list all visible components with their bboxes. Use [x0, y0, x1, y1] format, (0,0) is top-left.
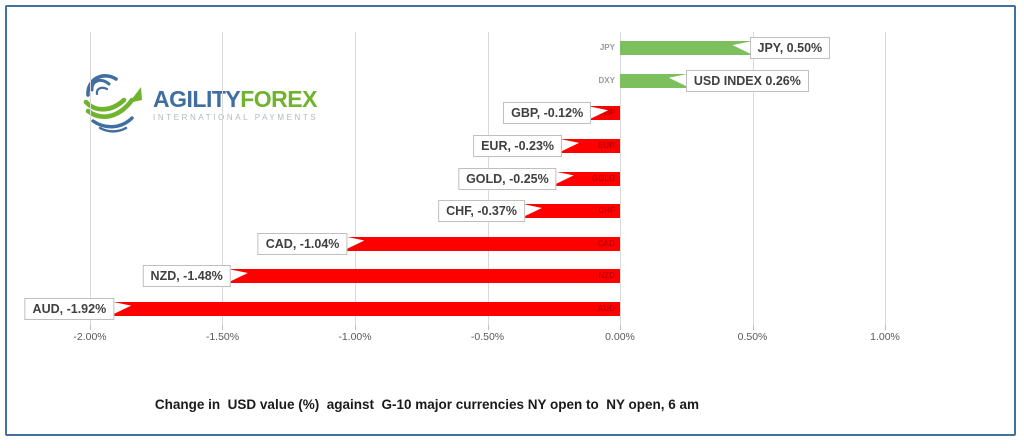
category-axis-label: EUR: [598, 140, 615, 150]
category-axis-label: CHF: [598, 206, 615, 216]
x-tick-label: -1.00%: [338, 331, 372, 343]
category-axis-label: AUD: [597, 303, 615, 313]
x-tick-label: -0.50%: [470, 331, 505, 343]
data-label-aud: AUD, -1.92%: [24, 297, 115, 320]
x-axis: -2.00% -1.50% -1.00% -0.50% 0.00% 0.50% 1.00%: [73, 331, 900, 347]
axis-tick: [752, 325, 754, 330]
category-axis-label: NZD: [598, 271, 615, 281]
brand-agility: AGILITY: [153, 86, 241, 112]
agilityforex-globe-arrow-icon: [79, 69, 149, 140]
chart-title: Change in USD value (%) against G-10 maj…: [154, 397, 700, 412]
chart-frame: AGILITYFOREX INTERNATIONAL PAYMENTS JPY J…: [5, 5, 1016, 436]
data-label-gbp: GBP, -0.12%: [503, 102, 592, 125]
data-label-gold: GOLD, -0.25%: [458, 167, 557, 190]
x-tick-label: 1.00%: [870, 331, 900, 343]
agilityforex-logo: AGILITYFOREX INTERNATIONAL PAYMENTS: [79, 69, 318, 140]
axis-tick: [885, 325, 886, 330]
brand-tagline: INTERNATIONAL PAYMENTS: [153, 113, 319, 122]
x-tick-label: -1.50%: [205, 331, 240, 343]
axis-tick: [90, 325, 91, 330]
gridline: [222, 32, 224, 325]
gridline: [619, 32, 621, 325]
gridline: [752, 32, 754, 325]
axis-tick: [487, 325, 489, 330]
category-axis-label: GOLD: [591, 173, 615, 183]
data-label-eur: EUR, -0.23%: [473, 134, 563, 157]
data-label-dxy: USD INDEX 0.26%: [685, 69, 809, 92]
x-tick-label: 0.00%: [605, 331, 635, 343]
category-axis-label: CAD: [597, 238, 615, 248]
brand-forex: FOREX: [240, 86, 317, 112]
x-tick-label: -2.00%: [73, 331, 107, 343]
bar-aud: [111, 301, 620, 316]
bar-cad: [344, 236, 620, 251]
data-label-jpy: JPY, 0.50%: [749, 37, 831, 60]
data-label-cad: CAD, -1.04%: [257, 232, 348, 255]
category-axis-label: GBP: [597, 108, 615, 118]
gridline: [885, 32, 886, 325]
plot-area: JPY JPY, 0.50% DXY USD INDEX 0.26% GBP GBP, -…: [24, 32, 886, 330]
axis-tick: [354, 325, 356, 330]
category-axis-label: JPY: [599, 43, 615, 53]
bar-jpy: [619, 41, 753, 56]
x-tick-label: 0.50%: [737, 331, 768, 343]
category-axis-label: DXY: [598, 75, 615, 85]
bar-nzd: [227, 269, 620, 284]
gridline: [90, 32, 91, 325]
bar-chf: [521, 204, 620, 219]
axis-tick: [222, 325, 224, 330]
brand-name: AGILITYFOREX: [153, 87, 318, 111]
data-label-chf: CHF, -0.37%: [438, 200, 525, 223]
data-label-nzd: NZD, -1.48%: [142, 265, 231, 288]
axis-tick: [619, 325, 621, 330]
gridline: [354, 32, 356, 325]
